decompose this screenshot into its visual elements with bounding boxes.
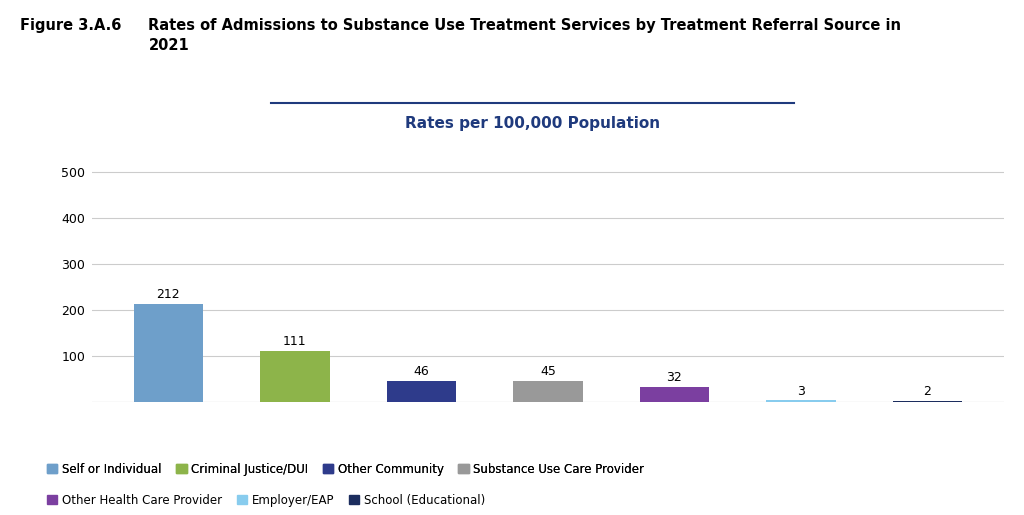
Legend: Other Health Care Provider, Employer/EAP, School (Educational): Other Health Care Provider, Employer/EAP… — [47, 493, 485, 507]
Text: 46: 46 — [414, 365, 429, 378]
Text: 111: 111 — [283, 335, 306, 348]
Bar — [640, 387, 709, 402]
Text: Rates per 100,000 Population: Rates per 100,000 Population — [404, 116, 660, 131]
Bar — [260, 351, 330, 402]
Text: 45: 45 — [540, 365, 556, 378]
Text: 2: 2 — [924, 385, 931, 398]
Text: 32: 32 — [667, 371, 682, 384]
Bar — [133, 304, 203, 402]
Legend: Self or Individual, Criminal Justice/DUI, Other Community, Substance Use Care Pr: Self or Individual, Criminal Justice/DUI… — [47, 462, 644, 476]
Bar — [387, 381, 456, 402]
Bar — [766, 400, 836, 402]
Text: 212: 212 — [157, 288, 180, 301]
Text: Rates of Admissions to Substance Use Treatment Services by Treatment Referral So: Rates of Admissions to Substance Use Tre… — [148, 18, 901, 53]
Bar — [513, 381, 583, 402]
Bar — [893, 401, 963, 402]
Text: 3: 3 — [797, 385, 805, 398]
Text: Figure 3.A.6: Figure 3.A.6 — [20, 18, 122, 33]
